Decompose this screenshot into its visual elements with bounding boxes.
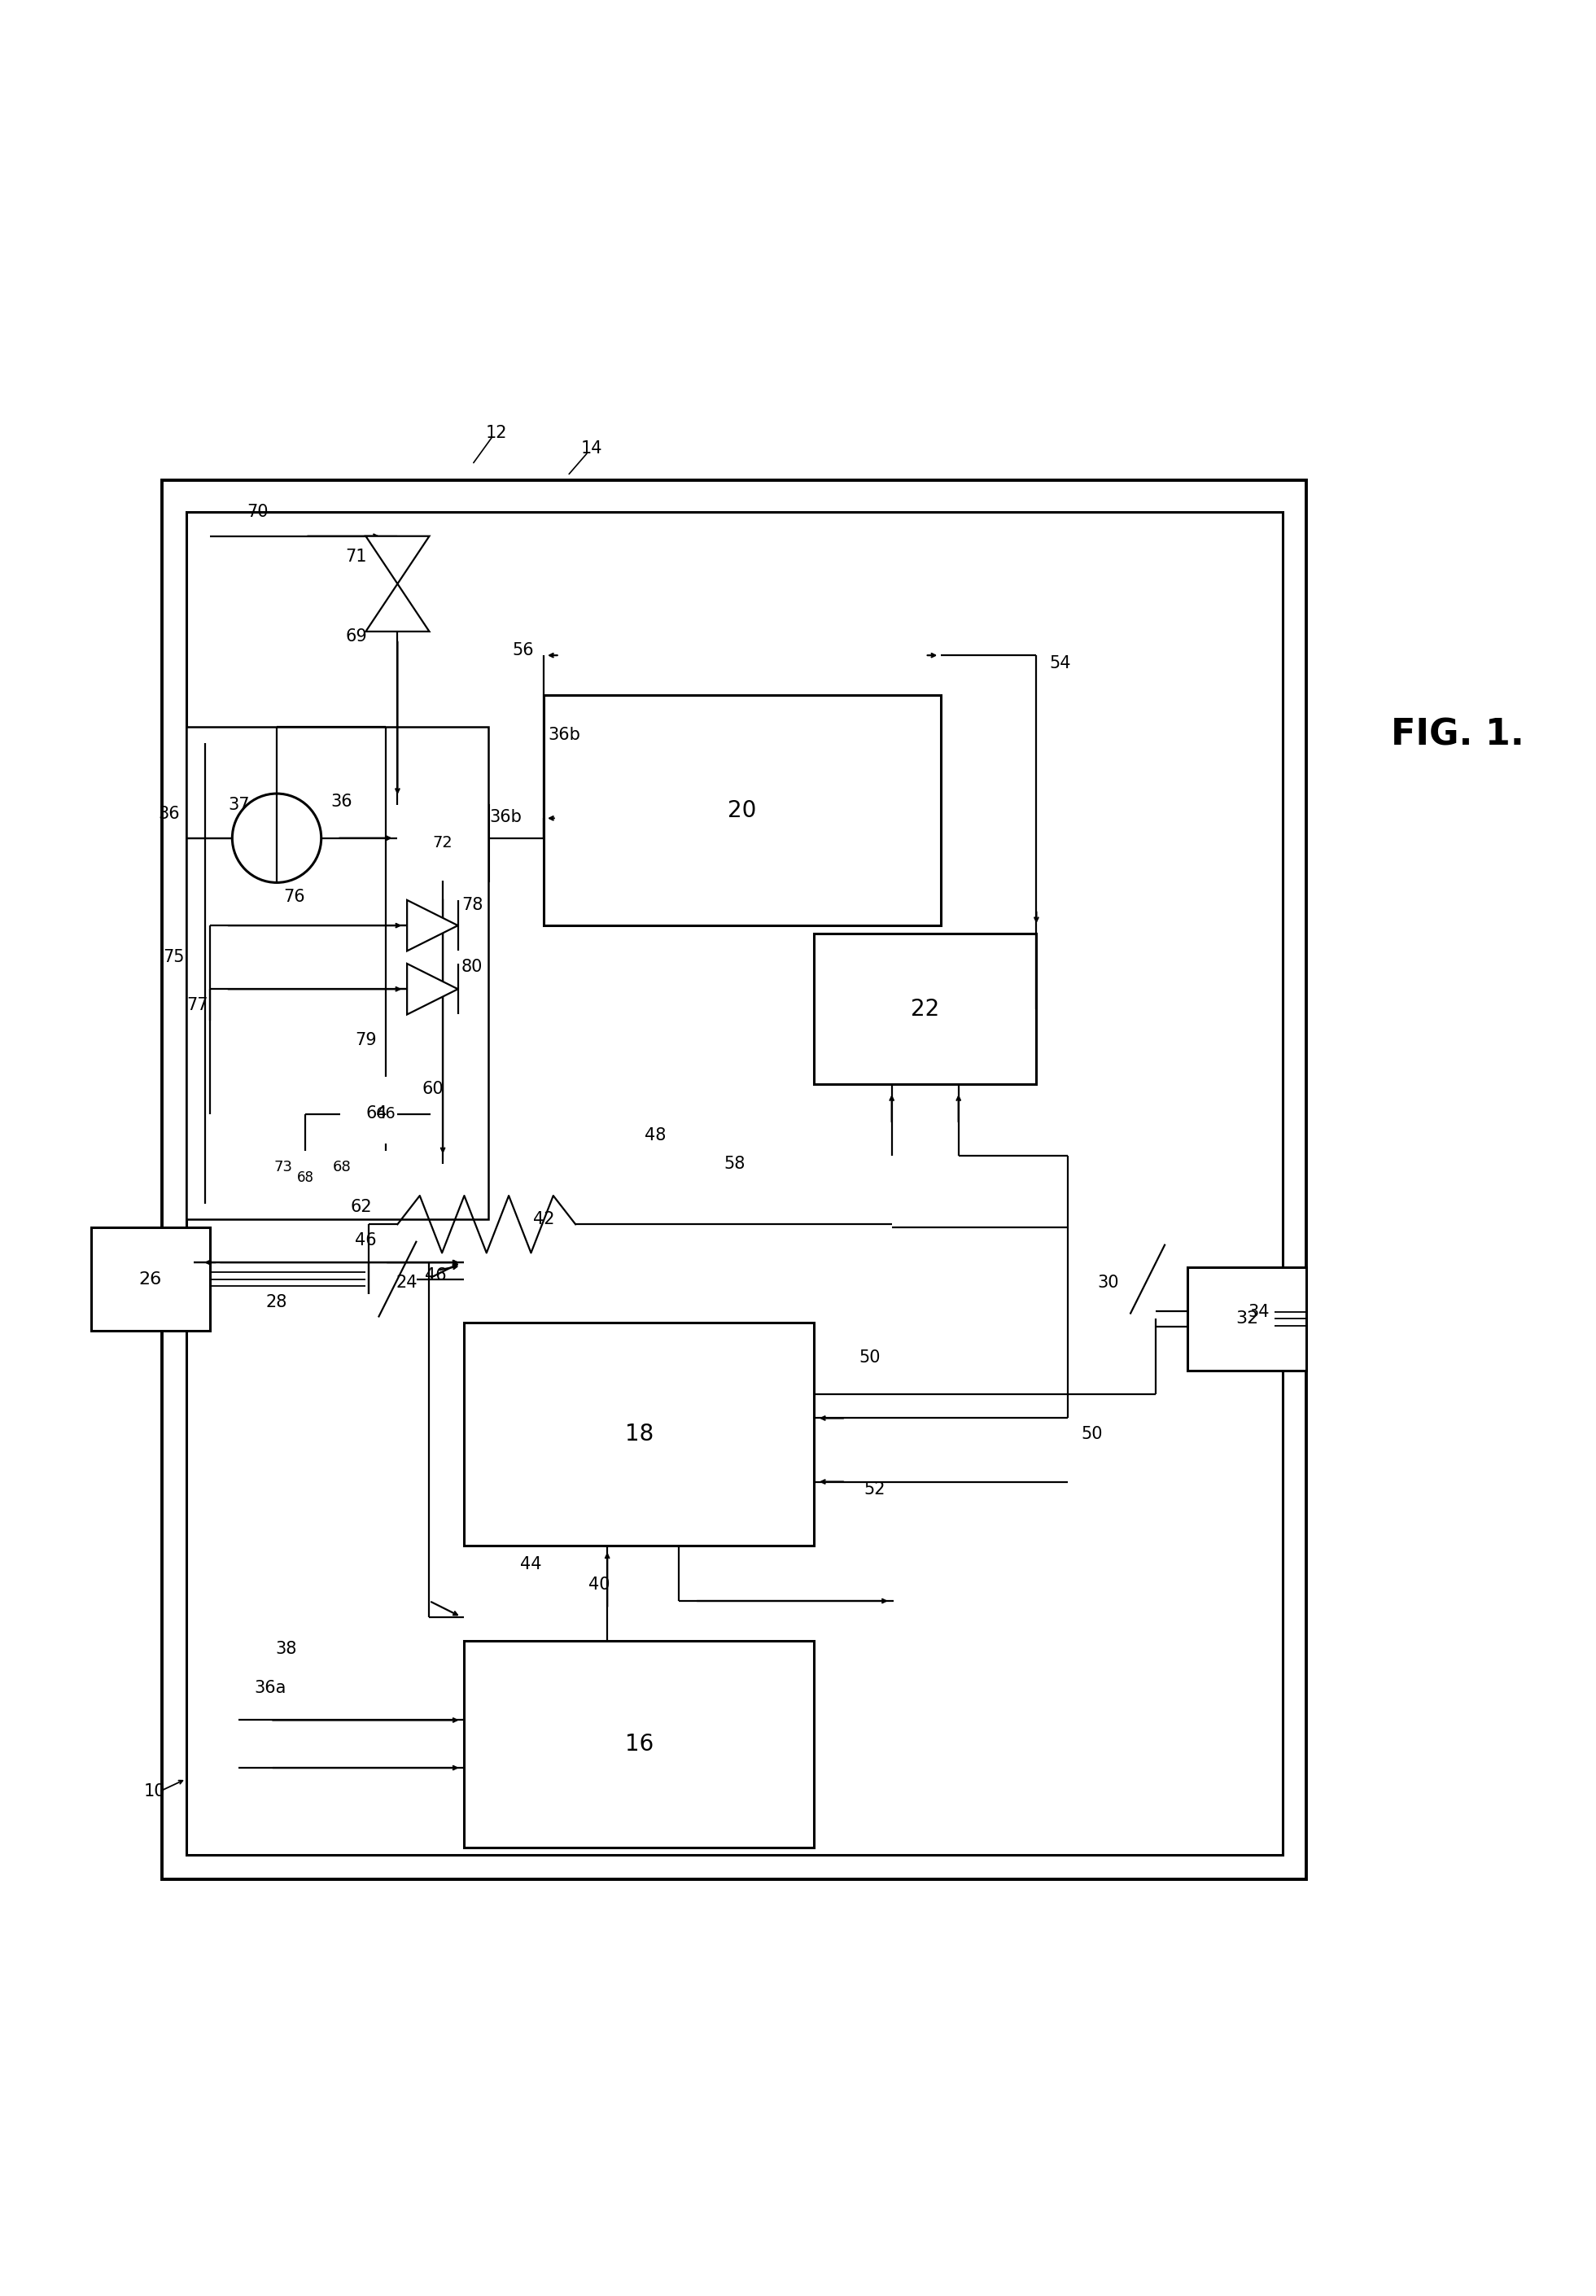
Text: 60: 60 bbox=[421, 1081, 444, 1097]
Bar bbox=[544, 696, 942, 925]
Text: 64: 64 bbox=[365, 1104, 388, 1120]
Text: 28: 28 bbox=[267, 1295, 287, 1311]
Text: 14: 14 bbox=[581, 441, 602, 457]
Text: 50: 50 bbox=[1080, 1426, 1103, 1442]
Text: 52: 52 bbox=[863, 1481, 886, 1497]
Text: 36b: 36b bbox=[490, 808, 522, 827]
Text: 77: 77 bbox=[187, 996, 207, 1013]
Text: 56: 56 bbox=[512, 643, 535, 659]
Text: 10: 10 bbox=[144, 1784, 164, 1800]
Text: 54: 54 bbox=[1050, 654, 1071, 670]
Text: 48: 48 bbox=[645, 1127, 666, 1143]
Text: 46: 46 bbox=[425, 1267, 447, 1283]
Bar bbox=[814, 934, 1036, 1084]
Text: 50: 50 bbox=[859, 1350, 881, 1366]
Bar bbox=[187, 512, 1283, 1855]
Polygon shape bbox=[365, 583, 429, 631]
Text: 38: 38 bbox=[276, 1639, 297, 1658]
Text: 70: 70 bbox=[247, 505, 268, 521]
Text: 36: 36 bbox=[158, 806, 179, 822]
Text: 36a: 36a bbox=[254, 1681, 286, 1697]
Bar bbox=[91, 1228, 211, 1332]
Text: 22: 22 bbox=[911, 996, 940, 1019]
Text: 76: 76 bbox=[284, 889, 305, 905]
Text: 75: 75 bbox=[163, 948, 184, 964]
Text: 69: 69 bbox=[345, 629, 367, 645]
Bar bbox=[163, 480, 1307, 1878]
Text: 20: 20 bbox=[728, 799, 757, 822]
Text: 36b: 36b bbox=[547, 726, 581, 744]
Text: 34: 34 bbox=[1248, 1304, 1270, 1320]
Text: 78: 78 bbox=[461, 898, 484, 914]
Text: 58: 58 bbox=[723, 1155, 745, 1171]
Text: 79: 79 bbox=[354, 1031, 377, 1047]
Text: 24: 24 bbox=[396, 1274, 418, 1290]
Bar bbox=[464, 1322, 814, 1545]
Text: 72: 72 bbox=[433, 836, 453, 850]
Text: 36: 36 bbox=[330, 794, 353, 810]
Text: 37: 37 bbox=[228, 797, 249, 813]
Polygon shape bbox=[365, 537, 429, 583]
Bar bbox=[187, 728, 488, 1219]
Bar bbox=[340, 1077, 431, 1150]
Text: 73: 73 bbox=[275, 1159, 292, 1173]
Bar bbox=[273, 1150, 337, 1203]
Bar bbox=[397, 804, 488, 882]
Bar bbox=[1187, 1267, 1307, 1371]
Text: 44: 44 bbox=[520, 1557, 541, 1573]
Text: 40: 40 bbox=[589, 1577, 610, 1593]
Polygon shape bbox=[407, 964, 458, 1015]
Text: 26: 26 bbox=[139, 1272, 161, 1288]
Text: 42: 42 bbox=[533, 1212, 554, 1228]
Text: 62: 62 bbox=[350, 1199, 372, 1215]
Text: FIG. 1.: FIG. 1. bbox=[1390, 716, 1524, 753]
Text: 12: 12 bbox=[485, 425, 508, 441]
Polygon shape bbox=[407, 900, 458, 951]
Text: 68: 68 bbox=[332, 1159, 351, 1173]
Text: 66: 66 bbox=[375, 1107, 396, 1120]
Bar bbox=[464, 1642, 814, 1848]
Text: 18: 18 bbox=[624, 1424, 653, 1446]
Text: 16: 16 bbox=[624, 1733, 653, 1756]
Text: 71: 71 bbox=[345, 549, 367, 565]
Text: 30: 30 bbox=[1096, 1274, 1119, 1290]
Text: 32: 32 bbox=[1235, 1311, 1259, 1327]
Text: 46: 46 bbox=[354, 1233, 377, 1249]
Text: 80: 80 bbox=[461, 960, 484, 976]
Text: 68: 68 bbox=[297, 1171, 314, 1185]
